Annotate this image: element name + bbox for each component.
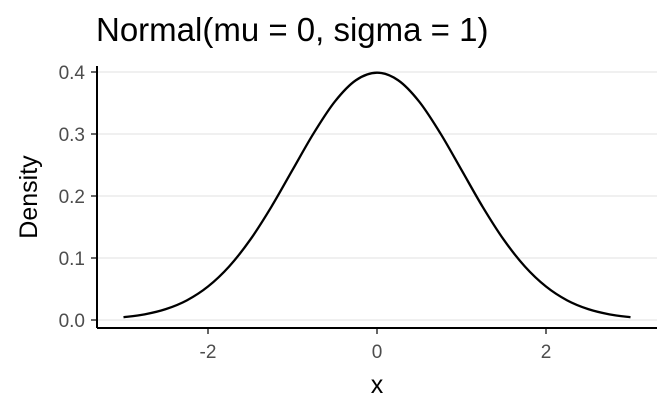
gridlines — [97, 71, 657, 321]
density-curve — [123, 71, 631, 319]
x-tick-label: 0 — [372, 342, 383, 363]
y-tick-label: 0.4 — [59, 63, 86, 84]
x-axis-label: x — [371, 371, 384, 399]
x-tick-label: 2 — [541, 342, 552, 363]
y-axis-label: Density — [15, 155, 43, 239]
axes: 0.0 0.1 0.2 0.3 0.4 -2 0 2 — [59, 63, 657, 363]
x-tick-label: -2 — [200, 342, 217, 363]
y-tick-label: 0.2 — [59, 187, 85, 208]
chart-title: Normal(mu = 0, sigma = 1) — [96, 11, 488, 48]
plot-area — [123, 71, 631, 319]
y-tick-label: 0.3 — [59, 125, 85, 146]
y-tick-label: 0.1 — [59, 249, 85, 270]
y-tick-label: 0.0 — [59, 311, 85, 332]
